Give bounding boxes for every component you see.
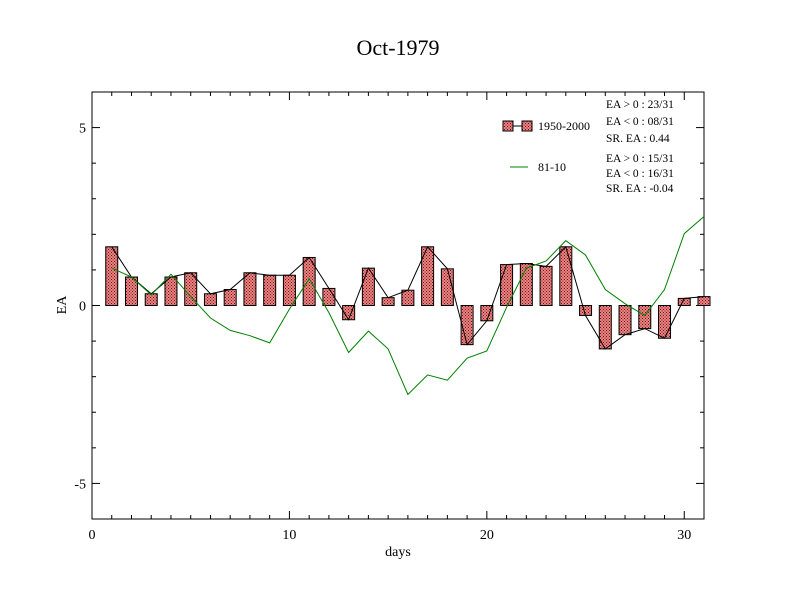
bar: [401, 289, 415, 306]
bar: [105, 246, 119, 307]
legend: 1950-2000 81-10 EA > 0 : 23/31 EA < 0 : …: [502, 99, 674, 195]
line-1950-2000: [111, 245, 705, 350]
legend-marker-1950-2000: [521, 120, 533, 132]
legend-label-1950-2000: 1950-2000: [538, 119, 590, 133]
axis-ticks: 0 10 20 30 -5 0 5: [74, 91, 705, 543]
stats-line: SR. EA : 0.44: [606, 133, 670, 145]
bar: [203, 293, 217, 307]
bar: [618, 305, 632, 336]
bar: [559, 246, 573, 307]
bar: [263, 274, 277, 307]
x-tick-label: 20: [480, 528, 494, 543]
stats-annotation-81-10: EA > 0 : 15/31 EA < 0 : 16/31 SR. EA : -…: [606, 153, 674, 195]
stats-line: EA < 0 : 08/31: [606, 116, 674, 128]
y-tick-label: 5: [79, 122, 86, 137]
stats-annotation-1950-2000: EA > 0 : 23/31 EA < 0 : 08/31 SR. EA : 0…: [606, 99, 674, 145]
x-tick-label: 10: [282, 528, 296, 543]
bar: [144, 293, 158, 307]
stats-line: EA > 0 : 15/31: [606, 153, 674, 165]
y-tick-label: -5: [74, 477, 86, 492]
stats-line: EA < 0 : 16/31: [606, 168, 674, 180]
y-axis-label: EA: [55, 295, 70, 315]
bar: [539, 265, 553, 307]
y-tick-label: 0: [79, 300, 86, 315]
legend-marker-1950-2000: [502, 120, 514, 132]
legend-item-1950-2000: 1950-2000: [502, 119, 590, 133]
bar: [282, 274, 296, 307]
legend-item-81-10: 81-10: [510, 160, 566, 174]
x-axis-label: days: [385, 545, 411, 560]
bar: [658, 305, 672, 339]
bar: [381, 297, 395, 306]
x-tick-label: 0: [89, 528, 96, 543]
chart-title: Oct-1979: [356, 35, 439, 60]
stats-line: SR. EA : -0.04: [606, 183, 674, 195]
bar: [440, 268, 454, 306]
bar: [243, 272, 257, 307]
bar: [322, 287, 336, 307]
legend-label-81-10: 81-10: [538, 160, 566, 174]
bar: [519, 263, 533, 306]
stats-line: EA > 0 : 23/31: [606, 99, 674, 111]
line-81-10: [111, 216, 705, 396]
bar: [697, 296, 711, 306]
series-lines: [111, 216, 705, 396]
bar: [223, 288, 237, 306]
bar: [164, 276, 178, 306]
bars-1950-2000: [105, 246, 711, 350]
x-tick-label: 30: [677, 528, 691, 543]
bar: [638, 305, 652, 330]
